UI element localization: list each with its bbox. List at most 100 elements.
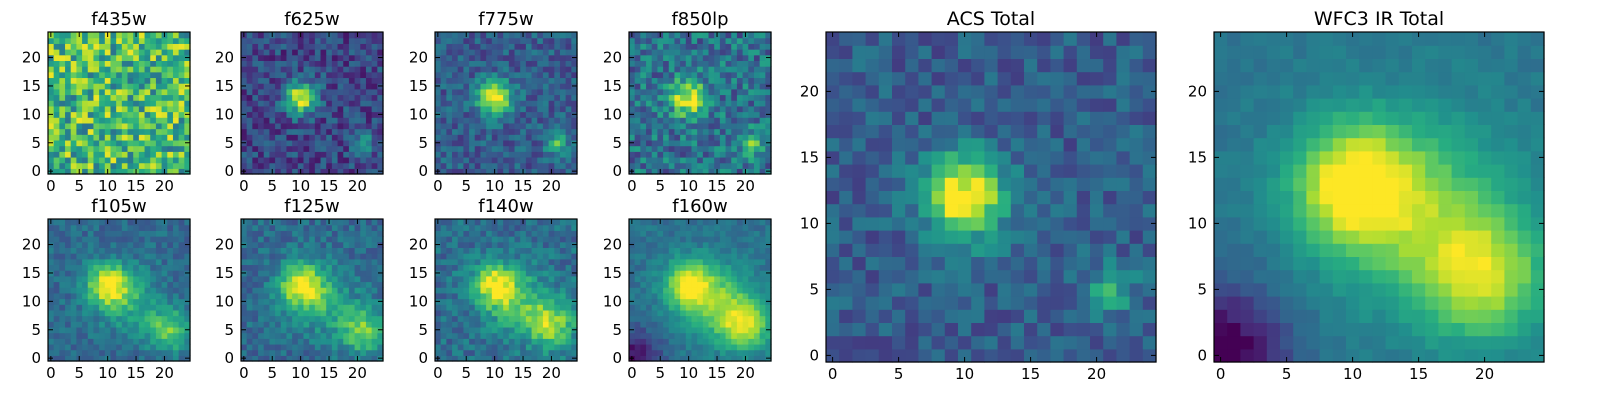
heatmap-cell <box>133 275 140 283</box>
heatmap-cell <box>246 100 253 107</box>
heatmap-cell <box>172 122 180 130</box>
heatmap-cell <box>497 338 504 345</box>
heatmap-cell <box>480 37 487 44</box>
heatmap-cell <box>138 162 146 169</box>
heatmap-cell <box>53 128 60 135</box>
heatmap-cell <box>452 71 459 79</box>
heatmap-cell <box>680 168 687 175</box>
heatmap-cell <box>457 156 464 164</box>
heatmap-cell <box>337 355 344 362</box>
heatmap-cell <box>480 287 487 294</box>
heatmap-cell <box>714 37 721 44</box>
heatmap-cell <box>525 275 533 283</box>
heatmap-cell <box>759 111 766 118</box>
heatmap-cell <box>474 287 482 294</box>
heatmap-cell <box>292 139 299 147</box>
heatmap-cell <box>87 298 95 305</box>
heatmap-cell <box>657 321 664 328</box>
heatmap-cell <box>457 315 464 322</box>
heatmap-cell <box>76 338 83 345</box>
heatmap-cell <box>365 355 373 362</box>
heatmap-cell <box>559 321 567 328</box>
heatmap-cell <box>59 247 66 254</box>
heatmap-cell <box>178 66 185 73</box>
heatmap-cell <box>116 122 123 130</box>
heatmap-cell <box>651 275 658 283</box>
heatmap-cell <box>297 224 305 231</box>
heatmap-cell <box>480 94 487 101</box>
heatmap-cell <box>144 156 151 164</box>
heatmap-cell <box>554 264 561 271</box>
heatmap-cell <box>155 139 163 147</box>
heatmap-cell <box>286 241 293 248</box>
heatmap-cell <box>314 292 322 300</box>
heatmap-cell <box>127 281 134 288</box>
y-tick-label: 0 <box>31 349 41 367</box>
heatmap-cell <box>742 292 749 300</box>
heatmap-cell <box>303 332 310 339</box>
heatmap-cell <box>491 281 499 288</box>
heatmap-cell <box>314 77 322 84</box>
heatmap-cell <box>93 247 100 254</box>
heatmap-cell <box>435 309 442 317</box>
heatmap-cell <box>531 43 538 50</box>
heatmap-cell <box>161 247 168 254</box>
heatmap-cell <box>337 315 344 322</box>
heatmap-cell <box>286 100 293 107</box>
heatmap-cell <box>127 105 134 113</box>
heatmap-cell <box>497 326 504 334</box>
heatmap-cell <box>314 338 322 345</box>
heatmap-cell <box>691 151 698 158</box>
heatmap-cell <box>646 32 653 39</box>
heatmap-cell <box>537 281 544 288</box>
heatmap-cell <box>463 151 470 158</box>
heatmap-cell <box>172 66 180 73</box>
heatmap-cell <box>82 349 89 356</box>
heatmap-cell <box>280 37 288 44</box>
heatmap-cell <box>697 343 704 351</box>
heatmap-cell <box>469 49 476 56</box>
heatmap-cell <box>348 219 356 226</box>
heatmap-cell <box>70 100 77 107</box>
heatmap-cell <box>110 253 117 260</box>
heatmap-cell <box>331 66 339 73</box>
heatmap-cell <box>452 264 459 271</box>
heatmap-cell <box>674 355 681 362</box>
heatmap-cell <box>497 32 504 39</box>
heatmap-cell <box>531 315 538 322</box>
heatmap-cell <box>753 275 761 283</box>
y-tick-label: 20 <box>409 236 428 254</box>
heatmap-cell <box>99 298 106 305</box>
heatmap-cell <box>565 105 572 113</box>
heatmap-cell <box>65 315 72 322</box>
heatmap-cells <box>48 219 191 362</box>
y-tick-label: 5 <box>31 134 41 152</box>
heatmap-cell <box>297 349 305 356</box>
heatmap-cell <box>93 122 100 130</box>
heatmap-cell <box>48 247 55 254</box>
heatmap-cell <box>514 111 521 118</box>
heatmap-cell <box>309 224 316 231</box>
heatmap-cell <box>252 134 259 141</box>
heatmap-cell <box>263 94 270 101</box>
heatmap-cell <box>48 71 55 79</box>
heatmap-cell <box>537 32 544 39</box>
heatmap-cell <box>371 162 378 169</box>
heatmap-cell <box>292 83 299 90</box>
heatmap-cell <box>668 54 676 61</box>
heatmap-cell <box>520 224 527 231</box>
heatmap-cell <box>731 321 738 328</box>
heatmap-cell <box>76 66 83 73</box>
heatmap-cell <box>491 287 499 294</box>
heatmap-cell <box>82 151 89 158</box>
heatmap-cell <box>525 117 533 124</box>
heatmap-cell <box>537 111 544 118</box>
heatmap-cell <box>457 219 464 226</box>
heatmap-cell <box>446 151 453 158</box>
heatmap-cell <box>554 304 561 311</box>
heatmap-cell <box>87 258 95 266</box>
heatmap-cell <box>110 287 117 294</box>
heatmap-cell <box>303 151 310 158</box>
heatmap-cell <box>48 253 55 260</box>
heatmap-cell <box>303 247 310 254</box>
